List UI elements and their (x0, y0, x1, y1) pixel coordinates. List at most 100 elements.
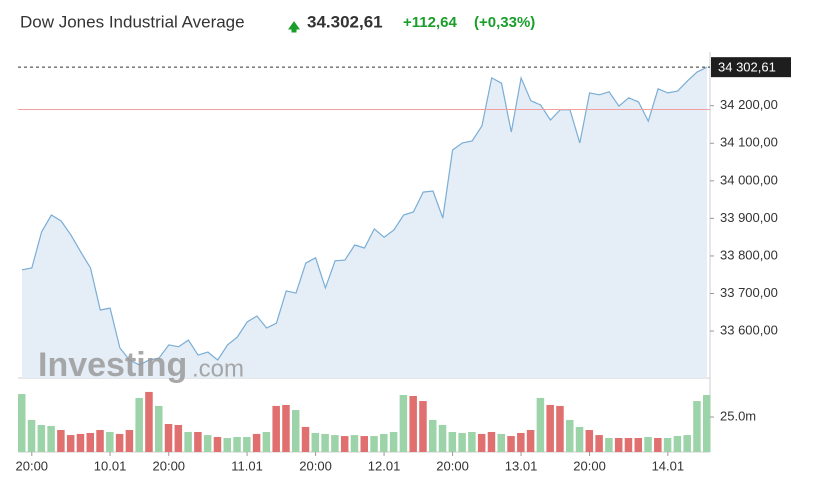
price: 34.302,61 (307, 12, 383, 31)
price-line (21, 66, 708, 366)
volume-bar (419, 401, 427, 452)
volume-bar (683, 435, 691, 452)
volume-bar (115, 433, 124, 452)
x-tick-label: 13.01 (505, 458, 538, 473)
volume-bar (458, 432, 466, 452)
y-tick-label: 34 000,00 (720, 172, 778, 187)
volume-bar (340, 436, 349, 452)
volume-bar (301, 426, 310, 452)
up-arrow (288, 21, 300, 33)
volume-bar (350, 435, 359, 452)
volume-bar (282, 404, 290, 452)
volume-bar (164, 424, 173, 452)
volume-bar (595, 435, 603, 452)
last-price-label: 34 302,61 (718, 60, 776, 75)
volume-bar (321, 433, 329, 452)
volume-bar (468, 431, 476, 452)
volume-bar (145, 391, 153, 452)
volume-bar (624, 438, 633, 452)
volume-bar (37, 424, 46, 452)
y-tick-label: 33 700,00 (720, 285, 778, 300)
volume-bar (360, 436, 368, 452)
x-tick-label: 12.01 (368, 458, 401, 473)
x-tick-label: 20:00 (299, 458, 332, 473)
chart-title: Dow Jones Industrial Average (20, 12, 245, 31)
volume-bar (135, 397, 143, 452)
volume-bar (654, 438, 662, 452)
y2-tick-label: 25.0m (720, 408, 756, 423)
y-tick-label: 33 900,00 (720, 210, 778, 225)
volume-bar (66, 435, 75, 452)
watermark: .com (192, 355, 244, 382)
volume-bar (507, 436, 515, 452)
volume-bar (18, 394, 26, 452)
volume-bar (272, 405, 280, 452)
volume-bar (370, 436, 378, 452)
volume-bar (380, 433, 388, 452)
volume-bar (243, 437, 251, 452)
volume-bar (76, 433, 85, 452)
change-pct: (+0,33%) (474, 14, 535, 31)
watermark: Investing (38, 346, 187, 384)
x-tick-label: 20:00 (16, 458, 49, 473)
volume-bar (389, 431, 398, 452)
volume-bar (262, 431, 271, 452)
volume-bar (526, 430, 535, 452)
x-tick-label: 20:00 (573, 458, 606, 473)
volume-bar (399, 395, 408, 452)
x-tick-label: 14.01 (652, 458, 685, 473)
y-tick-label: 33 600,00 (720, 322, 778, 337)
volume-bar (331, 435, 339, 452)
y-tick-label: 33 800,00 (720, 247, 778, 262)
volume-bar (644, 437, 652, 452)
volume-bar (174, 424, 183, 452)
volume-bar (585, 430, 594, 452)
volume-bar (96, 430, 104, 452)
x-tick-label: 11.01 (231, 458, 263, 473)
volume-bar (57, 430, 65, 452)
volume-bar (27, 419, 36, 452)
x-tick-label: 10.01 (94, 458, 127, 473)
volume-bar (155, 405, 163, 452)
last-price-box (711, 57, 791, 78)
volume-bar (703, 395, 711, 452)
volume-bar (517, 432, 525, 452)
volume-bar (663, 438, 672, 452)
volume-bar (575, 426, 584, 452)
volume-bar (223, 438, 231, 452)
plot: 33 600,00 33 700,00 33 800,00 33 900,00 34 0… (16, 57, 791, 473)
volume-bar (292, 410, 300, 452)
volume-bar (448, 431, 457, 452)
volume-bar (409, 396, 417, 452)
volume-bar (693, 401, 701, 452)
y-tick-label: 34 100,00 (720, 135, 778, 150)
volume-bar (477, 433, 486, 452)
volume-bar (86, 432, 94, 452)
volume-bar (556, 405, 564, 452)
volume-bar (252, 433, 261, 452)
volume-bar (213, 437, 222, 452)
volume-bar (497, 433, 505, 452)
change: +112,64 (403, 14, 457, 31)
volume-bar (438, 424, 447, 452)
volume-bar (311, 432, 320, 452)
volume-bar (536, 397, 545, 452)
volume-bar (546, 404, 554, 452)
price-area (22, 67, 707, 378)
volume-bar (125, 430, 134, 452)
volume-bar (203, 435, 212, 452)
volume-bar (634, 438, 642, 452)
x-tick-label: 20:00 (436, 458, 469, 473)
volume-bar (605, 438, 613, 452)
volume-bar (566, 419, 574, 452)
volume-bar (194, 431, 202, 452)
volume-bar (429, 419, 437, 452)
volume-bar (106, 431, 114, 452)
y-tick-label: 34 200,00 (720, 97, 778, 112)
volume-bar (614, 438, 623, 452)
volume-bar (184, 431, 192, 452)
volume-bar (233, 437, 241, 452)
volume-bar (47, 425, 55, 452)
